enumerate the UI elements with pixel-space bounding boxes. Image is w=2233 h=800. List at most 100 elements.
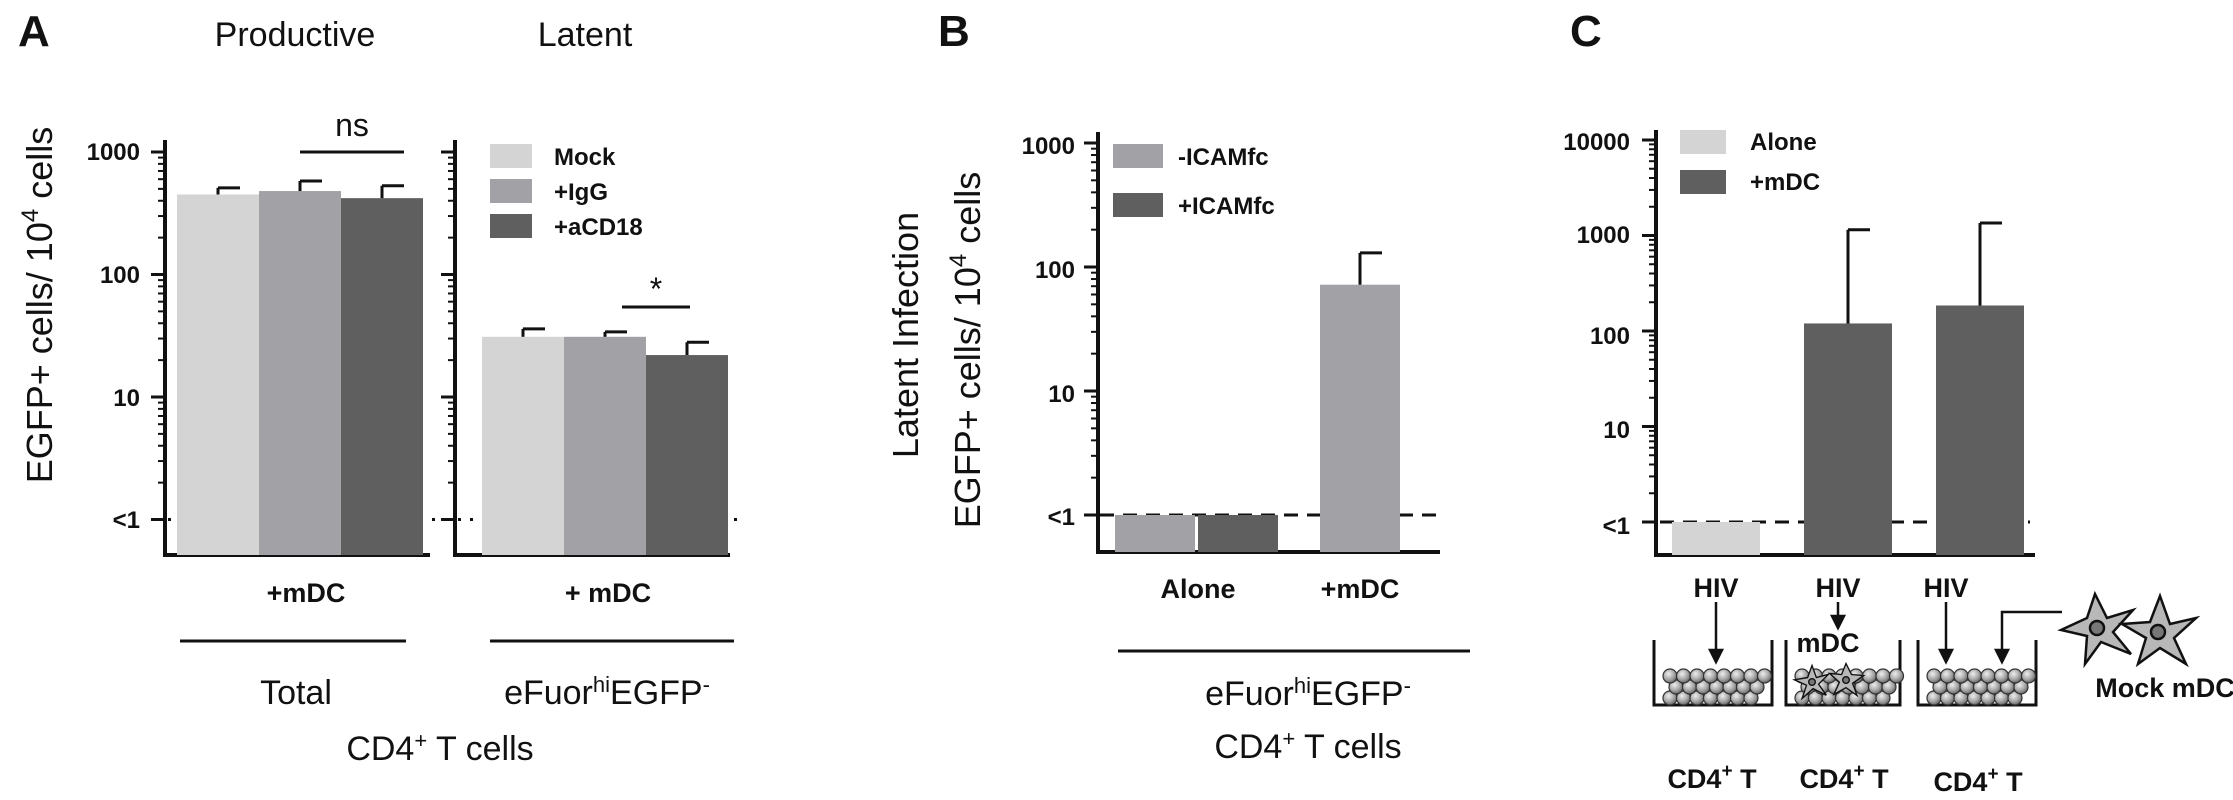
bent-arrow-icon — [1993, 610, 2062, 665]
y-axis-title-a-rest: cells — [19, 127, 60, 209]
legend-label-acd18: +aCD18 — [554, 214, 643, 241]
legend-label-igg: +IgG — [554, 179, 608, 206]
cd4-a-sup: + — [414, 728, 427, 753]
panel-b: B Latent Infection EGFP+ cells/ 104 cell… — [885, 7, 1470, 766]
bar-alone-minus-icamfc — [1115, 515, 1195, 552]
cell-label-3-rest: T — [1999, 767, 2024, 797]
bar-productive-1 — [259, 191, 341, 555]
cd4-cell-icon — [1875, 668, 1891, 684]
significance-label-ns: ns — [335, 107, 369, 143]
y-axis-title-b-line2: EGFP+ cells/ 104 cells — [945, 172, 988, 529]
bar-c-0 — [1672, 522, 1760, 555]
y-tick-label-c-1000: 1000 — [1577, 222, 1630, 249]
mock-mdc-label: Mock mDC — [2095, 673, 2233, 703]
cd4-cell-icon — [1756, 668, 1773, 684]
cd4-cell-icon — [1702, 668, 1719, 684]
cd4-b-text: CD4 — [1214, 728, 1282, 766]
cell-label-2-sup: + — [1853, 761, 1864, 782]
cd4-cell-icon — [1743, 668, 1759, 684]
cd4-cell-icon — [1689, 668, 1705, 684]
hiv-label-1: HIV — [1693, 573, 1738, 603]
cd4-cell-icon — [2007, 668, 2023, 684]
cell-label-2-rest: T — [1865, 764, 1890, 794]
panel-c: C 10000 1000 100 10 <1 Alone + mDC HIV HI… — [1563, 7, 2233, 797]
bar-alone-plus-icamfc — [1198, 515, 1278, 552]
cell-label-2: CD4+ T — [1799, 761, 1889, 794]
y-ticks-c: 10000 1000 100 10 <1 — [1563, 129, 1630, 540]
bar-productive-0 — [177, 194, 259, 556]
y-tick-label-b-1000: 1000 — [1022, 133, 1075, 160]
cell-label-1-sup: + — [1721, 761, 1732, 782]
panel-letter-b: B — [938, 7, 970, 56]
legend-swatch-igg — [490, 179, 532, 203]
subgroup-label-total: Total — [260, 674, 332, 712]
arrow-icon — [1937, 602, 1955, 665]
y-tick-label-1000: 1000 — [87, 139, 140, 166]
bar-mdc-minus-icamfc — [1320, 284, 1400, 552]
bar-latent-1 — [564, 336, 646, 555]
cd4-cell-icon — [1861, 668, 1878, 684]
dendritic-cell-icon — [1792, 663, 1831, 701]
y-tick-label-100: 100 — [100, 262, 140, 289]
panel-letter-c: C — [1570, 7, 1602, 56]
cd4-a-text: CD4 — [346, 730, 414, 768]
hiv-label-2: HIV — [1815, 573, 1860, 603]
cd4-cell-icon — [1966, 668, 1983, 684]
legend-b: -ICAMfc +ICAMfc — [1113, 144, 1275, 220]
arrow-icon — [1829, 602, 1847, 631]
y-tick-label-b-1: <1 — [1048, 504, 1075, 531]
legend-label-mock: Mock — [554, 144, 616, 171]
efluor-b-text: eFuor — [1205, 675, 1294, 713]
cell-label-3: CD4+ T — [1933, 764, 2023, 797]
arrow-icon — [1707, 602, 1725, 665]
cd4-cell-icon — [1953, 668, 1969, 684]
cell-label-2-text: CD4 — [1799, 764, 1853, 794]
cd4-b-sup: + — [1282, 726, 1295, 751]
header-latent: Latent — [538, 16, 633, 54]
cd4-cell-icon — [1888, 668, 1905, 684]
cd4-cell-icon — [2020, 668, 2037, 684]
cd4-b-rest: T cells — [1295, 728, 1401, 766]
cd4-cell-icon — [1980, 668, 1996, 684]
egfp-a-text: EGFP — [610, 674, 703, 712]
significance-label-star: * — [650, 271, 662, 307]
legend-swatch-plus-icamfc — [1113, 193, 1163, 217]
footer-label-a: CD4+ T cells — [346, 728, 533, 768]
efluor-a-text: eFuor — [504, 674, 593, 712]
y-tick-label-c-1: <1 — [1603, 513, 1630, 540]
category-label-plus-mdc: +mDC — [1321, 574, 1400, 604]
bars-a — [177, 179, 728, 556]
cd4-cell-icon — [1939, 668, 1956, 684]
header-productive: Productive — [215, 16, 376, 54]
cd4-cell-icon — [1675, 668, 1692, 684]
cell-label-1-text: CD4 — [1667, 764, 1721, 794]
egfp-b-sup: - — [1404, 673, 1411, 698]
cd4-a-rest: T cells — [427, 730, 533, 768]
cell-label-3-text: CD4 — [1933, 767, 1987, 797]
panel-a: A Productive Latent EGFP+ cells/ 104 cel… — [17, 7, 745, 768]
experiment-schematic: HIV HIV HIV mDC Mock mDC — [1652, 573, 2233, 797]
category-label-a2: + mDC — [565, 578, 651, 608]
y-tick-label-b-10: 10 — [1048, 381, 1075, 408]
cell-label-3-sup: + — [1987, 764, 1998, 785]
cell-label-1: CD4+ T — [1667, 761, 1757, 794]
legend-label-minus-icamfc: -ICAMfc — [1178, 144, 1269, 171]
y-tick-label-c-10000: 10000 — [1563, 129, 1630, 156]
legend-label-alone: Alone — [1750, 129, 1817, 156]
bar-latent-0 — [482, 336, 564, 555]
cd4-cell-icon — [1993, 668, 2010, 684]
mdc-label: mDC — [1796, 628, 1859, 658]
bar-c-1 — [1804, 323, 1892, 555]
dendritic-cell-icon — [2117, 592, 2201, 668]
cell-label-1-rest: T — [1733, 764, 1758, 794]
y-axis-title-b-exp: 4 — [945, 254, 972, 267]
category-label-alone: Alone — [1160, 574, 1235, 604]
legend-swatch-alone — [1680, 130, 1726, 154]
y-tick-label-10: 10 — [113, 385, 140, 412]
legend-swatch-plus-mdc — [1680, 170, 1726, 194]
y-tick-label-b-100: 100 — [1035, 257, 1075, 284]
efluor-a-sup: hi — [593, 672, 610, 697]
y-axis-title-b-main: EGFP+ cells/ 10 — [947, 267, 988, 528]
legend-label-plus-icamfc: +ICAMfc — [1178, 193, 1275, 220]
y-tick-label-c-10: 10 — [1603, 417, 1630, 444]
